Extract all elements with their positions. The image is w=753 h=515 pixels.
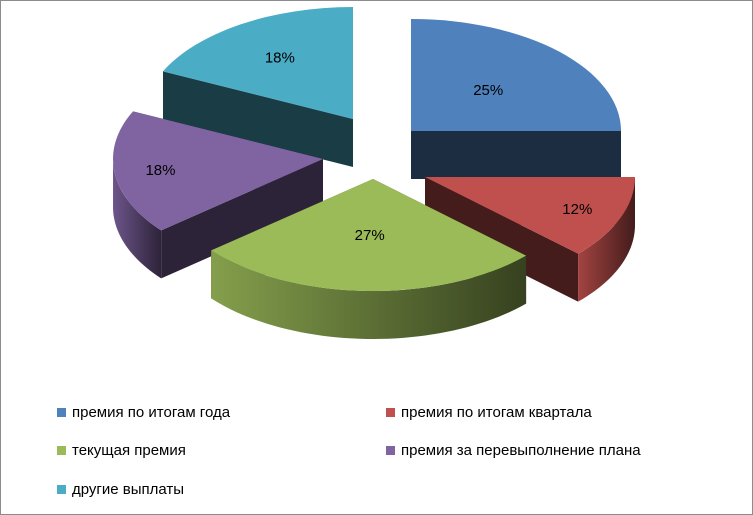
legend-swatch (386, 445, 395, 455)
pie-slice-1 (425, 177, 635, 302)
data-label-1: 12% (562, 201, 592, 218)
data-label-0: 25% (473, 82, 503, 99)
data-label-3: 18% (145, 162, 175, 179)
legend-swatch (57, 407, 66, 417)
legend-label: премия за перевыполнение плана (401, 441, 641, 459)
legend-item-4: другие выплаты (57, 480, 184, 498)
pie-chart: 18% 25% 18% 12% 27% (112, 7, 635, 339)
legend-item-1: премия по итогам квартала (386, 403, 592, 421)
legend-item-0: премия по итогам года (57, 403, 230, 421)
legend-swatch (57, 484, 66, 494)
data-label-4: 18% (265, 50, 295, 67)
legend-label: премия по итогам квартала (401, 403, 592, 421)
pie-slice-0 (411, 19, 621, 179)
pie-slice-2 (211, 179, 527, 339)
legend-item-2: текущая премия (57, 441, 186, 459)
legend-label: текущая премия (72, 441, 186, 459)
pie-slice-4 (162, 7, 353, 167)
legend-swatch (57, 445, 66, 455)
data-label-2: 27% (355, 227, 385, 244)
legend-swatch (386, 407, 395, 417)
legend-label: другие выплаты (72, 480, 185, 498)
pie-slice-3 (112, 111, 323, 279)
legend-label: премия по итогам года (72, 403, 231, 421)
legend-item-3: премия за перевыполнение плана (386, 441, 641, 459)
